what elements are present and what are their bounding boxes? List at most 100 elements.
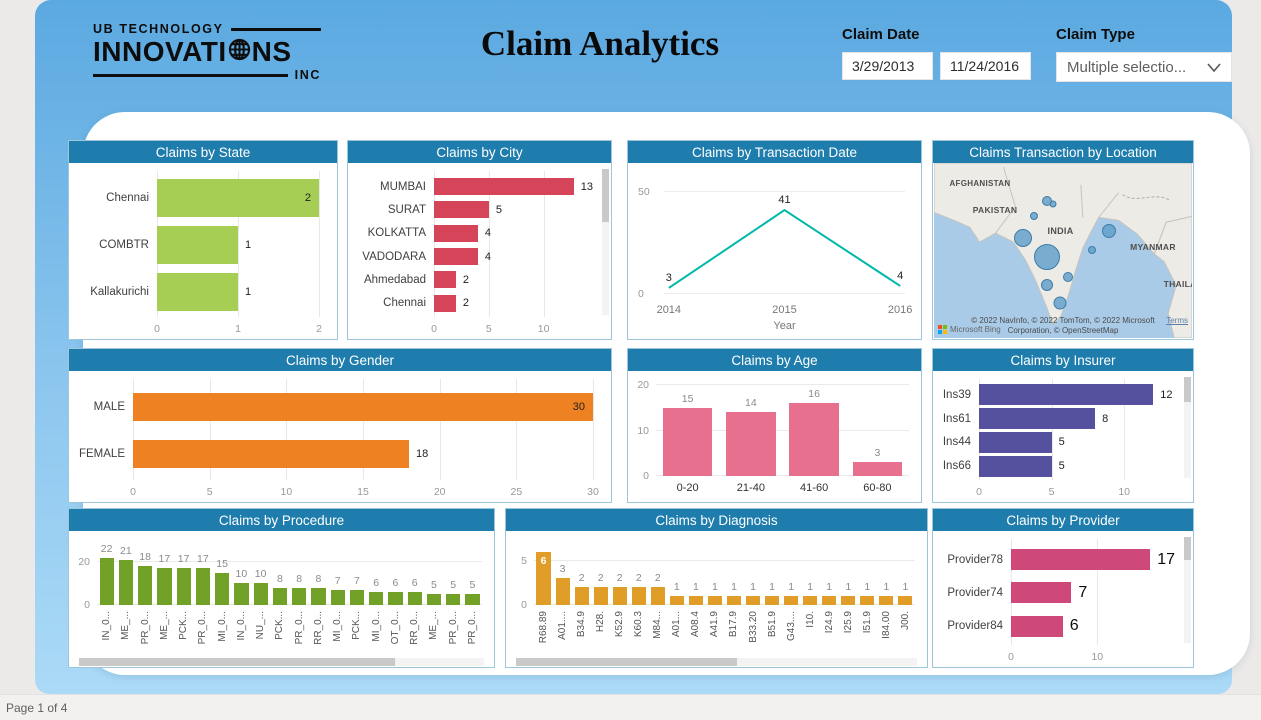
bar[interactable] [446,594,461,605]
map-bubble[interactable] [1087,245,1096,254]
bar[interactable] [272,587,287,605]
bar[interactable] [745,596,761,605]
chart-body: 0 5 6 3 2 2 2 2 2 1 1 1 1 1 1 1 1 1 1 1 1 1 R68.89 A01.... B34.9… [506,531,927,667]
bar[interactable] [574,587,589,605]
bar[interactable] [1011,582,1072,604]
line-series[interactable] [664,177,905,299]
vertical-scrollbar[interactable] [1184,537,1191,643]
map-bubble[interactable] [1042,195,1052,206]
scrollbar-thumb[interactable] [79,658,395,666]
map-bubble[interactable] [1049,200,1057,208]
bar[interactable] [349,589,364,605]
bar[interactable] [330,589,345,605]
bar[interactable] [979,408,1096,430]
bar-row: 2 [157,179,319,218]
bar[interactable] [133,440,409,469]
category-label: IN_0... [235,611,247,641]
map-bubble[interactable] [1062,271,1073,282]
bar[interactable] [99,557,114,605]
bar[interactable] [253,583,268,605]
map-terms-link[interactable]: Terms [1166,316,1188,325]
bar[interactable] [841,596,856,605]
bar[interactable] [434,178,574,196]
bar[interactable] [898,596,913,605]
bar[interactable] [784,596,799,605]
bar[interactable] [157,272,238,311]
claim-date-label: Claim Date [842,26,920,43]
bar[interactable] [726,596,742,605]
bar[interactable] [1011,549,1151,571]
bar[interactable] [369,592,384,605]
bar[interactable] [650,587,665,605]
bar-cell: 2 [629,549,648,605]
scrollbar-thumb[interactable] [602,169,609,222]
map-bubble[interactable] [1102,224,1117,239]
claim-type-dropdown[interactable]: Multiple selectio... [1056,52,1232,82]
bar[interactable] [434,224,478,242]
scrollbar-thumb[interactable] [516,658,737,666]
bar[interactable] [879,596,894,605]
bar[interactable] [138,566,153,605]
gridline [363,379,364,480]
bar[interactable] [426,594,441,605]
bar[interactable] [555,578,570,605]
bar-value-label: 8 [296,572,303,585]
bar[interactable] [662,407,713,476]
vertical-scrollbar[interactable] [602,169,609,315]
bar[interactable] [803,596,818,605]
bar[interactable] [157,225,238,264]
horizontal-scrollbar[interactable] [516,658,917,666]
bar[interactable] [979,455,1052,477]
bar[interactable] [434,294,456,312]
bar[interactable] [465,594,480,605]
bar[interactable] [157,568,172,605]
bar[interactable] [311,587,326,605]
bar[interactable] [612,587,627,605]
claim-date-to-input[interactable] [940,52,1031,80]
bar[interactable] [852,462,903,476]
vertical-scrollbar[interactable] [1184,377,1191,478]
bar-value-label: 1 [788,581,795,594]
map-bubble[interactable] [1053,296,1067,310]
map-bubble[interactable] [1030,212,1039,221]
bar[interactable] [688,596,703,605]
category-label: K60.3 [633,611,645,638]
bar[interactable] [979,431,1052,453]
bar[interactable] [195,568,210,605]
bar[interactable] [789,403,839,476]
bar[interactable] [536,551,551,605]
bar[interactable] [593,587,608,605]
bar[interactable] [234,583,249,605]
bar[interactable] [133,392,593,421]
scrollbar-thumb[interactable] [1184,377,1191,403]
bar[interactable] [434,248,478,266]
map-bubble[interactable] [1041,278,1053,291]
horizontal-scrollbar[interactable] [79,658,484,666]
bar[interactable] [979,384,1154,406]
bar[interactable] [388,592,403,605]
map-bubble[interactable] [1014,229,1033,248]
bar[interactable] [765,596,780,605]
card-claims-by-age: Claims by Age 0 10 20 15 14 16 3 0-20 21-40 41-60… [627,348,922,503]
category-label: MI_0... [332,611,344,642]
bar[interactable] [434,271,456,289]
bar[interactable] [176,568,191,605]
bar[interactable] [407,592,422,605]
bar[interactable] [707,596,722,605]
bar[interactable] [860,596,875,605]
bar[interactable] [669,596,684,605]
bar[interactable] [215,572,230,605]
bar[interactable] [434,201,489,219]
scrollbar-thumb[interactable] [1184,537,1191,561]
bar[interactable] [631,587,646,605]
map[interactable]: AFGHANISTAN PAKISTAN INDIA MYANMAR THAILAN ©… [934,163,1192,338]
bar[interactable] [726,412,776,476]
bar[interactable] [292,587,307,605]
bar[interactable] [118,559,133,605]
map-bubble[interactable] [1034,243,1060,270]
claim-date-from-input[interactable] [842,52,933,80]
hbar-plot: Ins39 Ins61 Ins44 Ins66 0 5 10 12 8 5 5 [939,375,1175,500]
bar[interactable] [822,596,837,605]
bar[interactable] [157,179,319,218]
bar[interactable] [1011,615,1063,637]
